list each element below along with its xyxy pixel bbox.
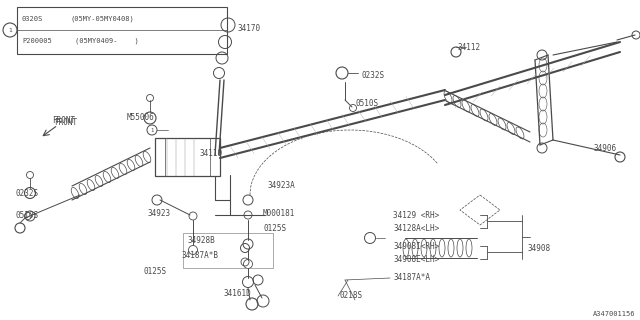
Text: 34128A<LH>: 34128A<LH>: [393, 223, 439, 233]
Text: 1: 1: [150, 127, 154, 132]
Bar: [183, 233, 273, 268]
Text: 34110: 34110: [199, 148, 222, 157]
Text: 34908E<LH>: 34908E<LH>: [393, 254, 439, 263]
Text: 34928B: 34928B: [188, 236, 216, 244]
Text: M55006: M55006: [127, 113, 155, 122]
Text: A347001156: A347001156: [593, 311, 635, 317]
Text: 0218S: 0218S: [340, 292, 363, 300]
Text: 34129 <RH>: 34129 <RH>: [393, 211, 439, 220]
Text: FRONT: FRONT: [54, 117, 77, 126]
Text: M000181: M000181: [263, 209, 296, 218]
Text: FRONT: FRONT: [52, 116, 75, 124]
Text: 34908I<RH>: 34908I<RH>: [393, 242, 439, 251]
Text: 0125S: 0125S: [143, 268, 166, 276]
Text: 1: 1: [8, 28, 12, 33]
Text: 0510S: 0510S: [16, 211, 39, 220]
Text: 34187A*B: 34187A*B: [181, 251, 218, 260]
Text: (05MY-05MY0408): (05MY-05MY0408): [70, 16, 134, 22]
Bar: [17, 7, 227, 54]
Text: 34112: 34112: [458, 43, 481, 52]
Text: 34923A: 34923A: [268, 180, 296, 189]
Text: (05MY0409-    ): (05MY0409- ): [75, 38, 139, 44]
Text: 0510S: 0510S: [355, 99, 378, 108]
Text: 34923: 34923: [148, 209, 171, 218]
Text: 34161D: 34161D: [223, 289, 251, 298]
Text: P200005: P200005: [22, 38, 52, 44]
Text: 0125S: 0125S: [263, 223, 286, 233]
Text: 0232S: 0232S: [16, 188, 39, 197]
Text: 34170: 34170: [238, 23, 261, 33]
Text: 34187A*A: 34187A*A: [393, 274, 430, 283]
Text: 34906: 34906: [593, 143, 616, 153]
Text: 0320S: 0320S: [22, 16, 44, 22]
Text: 0232S: 0232S: [361, 70, 384, 79]
Text: 34908: 34908: [527, 244, 550, 252]
Bar: [155, 138, 220, 176]
